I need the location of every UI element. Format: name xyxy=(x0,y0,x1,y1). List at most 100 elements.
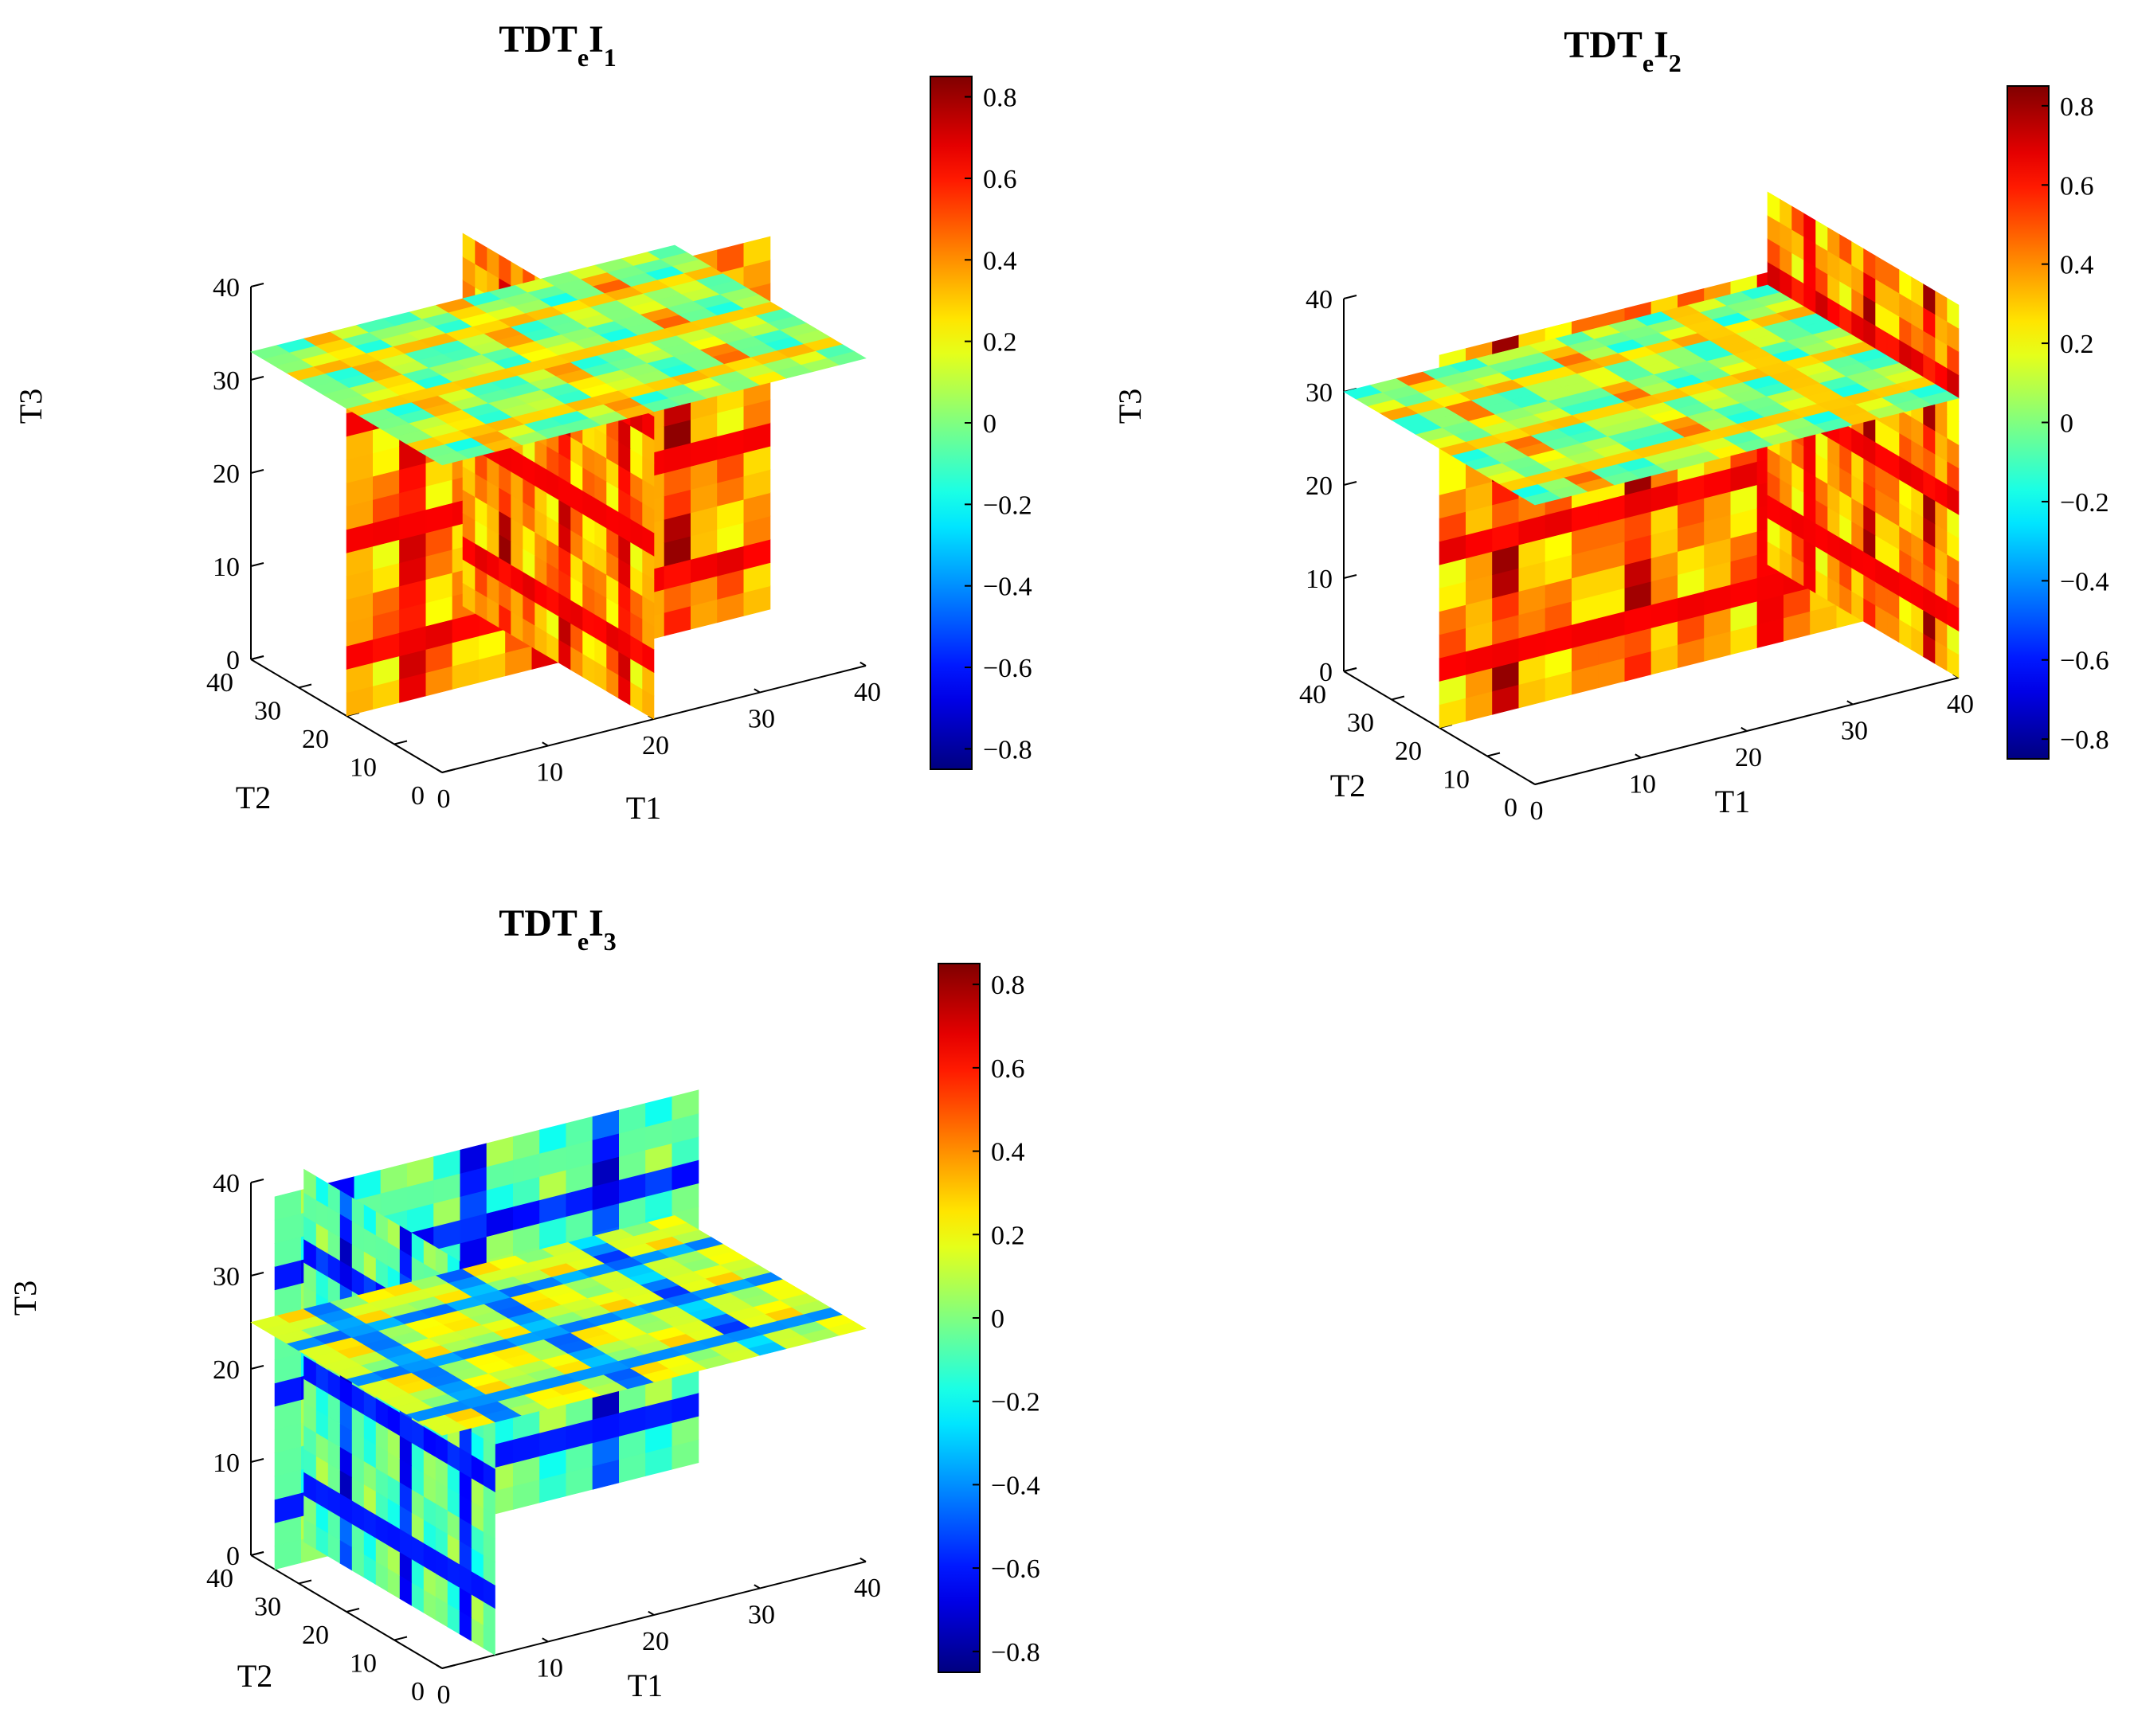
title-subscript-e: e xyxy=(1643,49,1654,77)
colorbar-tick-label: −0.8 xyxy=(991,1638,1040,1668)
z-tick xyxy=(250,283,264,287)
colorbar-tick-label: −0.6 xyxy=(983,654,1032,683)
y-tick xyxy=(298,683,312,689)
x-tick-label: 10 xyxy=(1629,770,1656,800)
x-tick-label: 40 xyxy=(1947,690,1974,719)
y-tick-label: 20 xyxy=(302,725,329,754)
colorbar-tick-label: 0.4 xyxy=(2060,251,2094,280)
x-tick xyxy=(542,1637,549,1643)
y-tick xyxy=(346,1608,360,1613)
colorbar-tick-label: −0.2 xyxy=(983,491,1032,520)
x-tick xyxy=(1740,726,1748,732)
z-tick xyxy=(250,1365,264,1370)
y-tick xyxy=(441,1664,456,1669)
z-tick xyxy=(250,1458,264,1463)
x-tick xyxy=(859,661,867,667)
y-tick-label: 0 xyxy=(411,1677,425,1707)
y-tick-label: 40 xyxy=(1299,680,1326,710)
y-tick-label: 40 xyxy=(206,1564,233,1593)
x-axis-label: T1 xyxy=(626,790,661,826)
y-tick xyxy=(394,740,408,745)
z-tick-label: 40 xyxy=(213,273,240,303)
y-tick-label: 0 xyxy=(1504,793,1517,823)
colorbar-tick-label: 0.2 xyxy=(2060,330,2094,359)
y-axis-label: T2 xyxy=(237,1658,272,1694)
y-tick-label: 20 xyxy=(1395,737,1422,766)
y-tick xyxy=(1486,752,1501,757)
chart-title: TDTeI2 xyxy=(1564,24,1682,77)
colorbar-tick-label: −0.4 xyxy=(991,1471,1040,1500)
z-tick-label: 0 xyxy=(1319,658,1333,687)
z-tick-label: 40 xyxy=(213,1169,240,1198)
colorbar-tick-label: −0.2 xyxy=(991,1388,1040,1417)
x-tick xyxy=(648,1610,655,1616)
slice-plane-t3 xyxy=(250,244,867,466)
x-tick xyxy=(1635,753,1642,759)
y-axis-label: T2 xyxy=(1330,768,1365,803)
colorbar-tick-label: 0.4 xyxy=(983,246,1017,276)
z-axis-label: T3 xyxy=(7,1280,43,1316)
chart-svg-2: TDTeI2010203040010203040010203040T1T2T3−… xyxy=(1112,24,2109,826)
chart-panel-3: TDTeI3 0 10 20 30 40 0 10 20 30 40 0 10 20 30 40 T1 T2 T3−… xyxy=(0,884,1065,1736)
slice-plane-t3 xyxy=(1343,284,1960,506)
title-mid: I xyxy=(1654,24,1669,66)
z-tick-label: 30 xyxy=(213,366,240,396)
x-tick-label: 0 xyxy=(437,1680,451,1710)
slice-cell xyxy=(303,1168,316,1200)
y-tick-label: 10 xyxy=(350,753,377,783)
slice-planes xyxy=(250,233,867,720)
z-tick xyxy=(250,562,264,567)
x-tick xyxy=(1529,780,1536,785)
x-tick xyxy=(436,1664,443,1669)
slice-planes xyxy=(250,1089,867,1656)
slice-cell xyxy=(648,1215,687,1230)
colorbar-tick-label: 0.8 xyxy=(983,84,1017,113)
x-tick-label: 10 xyxy=(536,758,563,788)
z-tick xyxy=(250,1179,264,1183)
slice-cell xyxy=(1740,284,1780,299)
slice-cell xyxy=(648,244,687,260)
colorbar-tick-label: −0.8 xyxy=(983,735,1032,764)
z-tick xyxy=(250,655,264,660)
slice-plane-t3 xyxy=(250,1215,867,1436)
y-tick xyxy=(1391,695,1405,701)
y-tick-label: 30 xyxy=(254,1593,281,1622)
colorbar-tick-label: 0 xyxy=(991,1304,1004,1334)
title-subscript-e: e xyxy=(578,43,589,72)
y-tick-label: 0 xyxy=(411,781,425,811)
slice-planes xyxy=(1343,191,1960,729)
z-axis-label: T3 xyxy=(1112,389,1148,424)
y-tick-label: 30 xyxy=(254,697,281,726)
colorbar-tick-label: −0.4 xyxy=(983,573,1032,602)
colorbar-tick-label: 0.4 xyxy=(991,1138,1025,1167)
z-tick-label: 40 xyxy=(1306,285,1333,315)
slice-cell xyxy=(743,236,771,267)
title-base: TDT xyxy=(499,902,578,944)
x-tick-label: 30 xyxy=(748,1601,775,1630)
chart-title: TDTeI1 xyxy=(499,18,617,72)
y-tick-label: 30 xyxy=(1347,709,1374,738)
z-tick xyxy=(1343,667,1357,672)
y-tick-label: 20 xyxy=(302,1621,329,1650)
chart-title: TDTeI3 xyxy=(499,902,617,956)
x-axis-label: T1 xyxy=(628,1668,663,1703)
z-tick-label: 10 xyxy=(213,1449,240,1478)
z-tick-label: 10 xyxy=(213,553,240,582)
y-tick-label: 10 xyxy=(350,1649,377,1679)
colorbar-tick-label: 0.2 xyxy=(991,1221,1025,1250)
z-tick-label: 20 xyxy=(213,1355,240,1385)
title-subscript-index: 2 xyxy=(1669,49,1682,77)
colorbar-tick-label: 0 xyxy=(983,409,996,439)
z-tick-label: 30 xyxy=(213,1262,240,1292)
title-mid: I xyxy=(589,902,604,944)
x-tick-label: 30 xyxy=(748,705,775,734)
x-tick xyxy=(1846,700,1854,706)
x-tick xyxy=(436,768,443,773)
y-tick-label: 10 xyxy=(1443,765,1470,795)
slice-cell xyxy=(1767,191,1780,223)
chart-svg-3: TDTeI3010203040010203040010203040T1T2T3−… xyxy=(7,902,1040,1710)
x-tick-label: 40 xyxy=(854,678,881,707)
title-subscript-index: 1 xyxy=(604,43,617,72)
colorbar-tick-label: 0.8 xyxy=(2060,92,2094,122)
colorbar-tick-label: 0.6 xyxy=(991,1054,1025,1084)
